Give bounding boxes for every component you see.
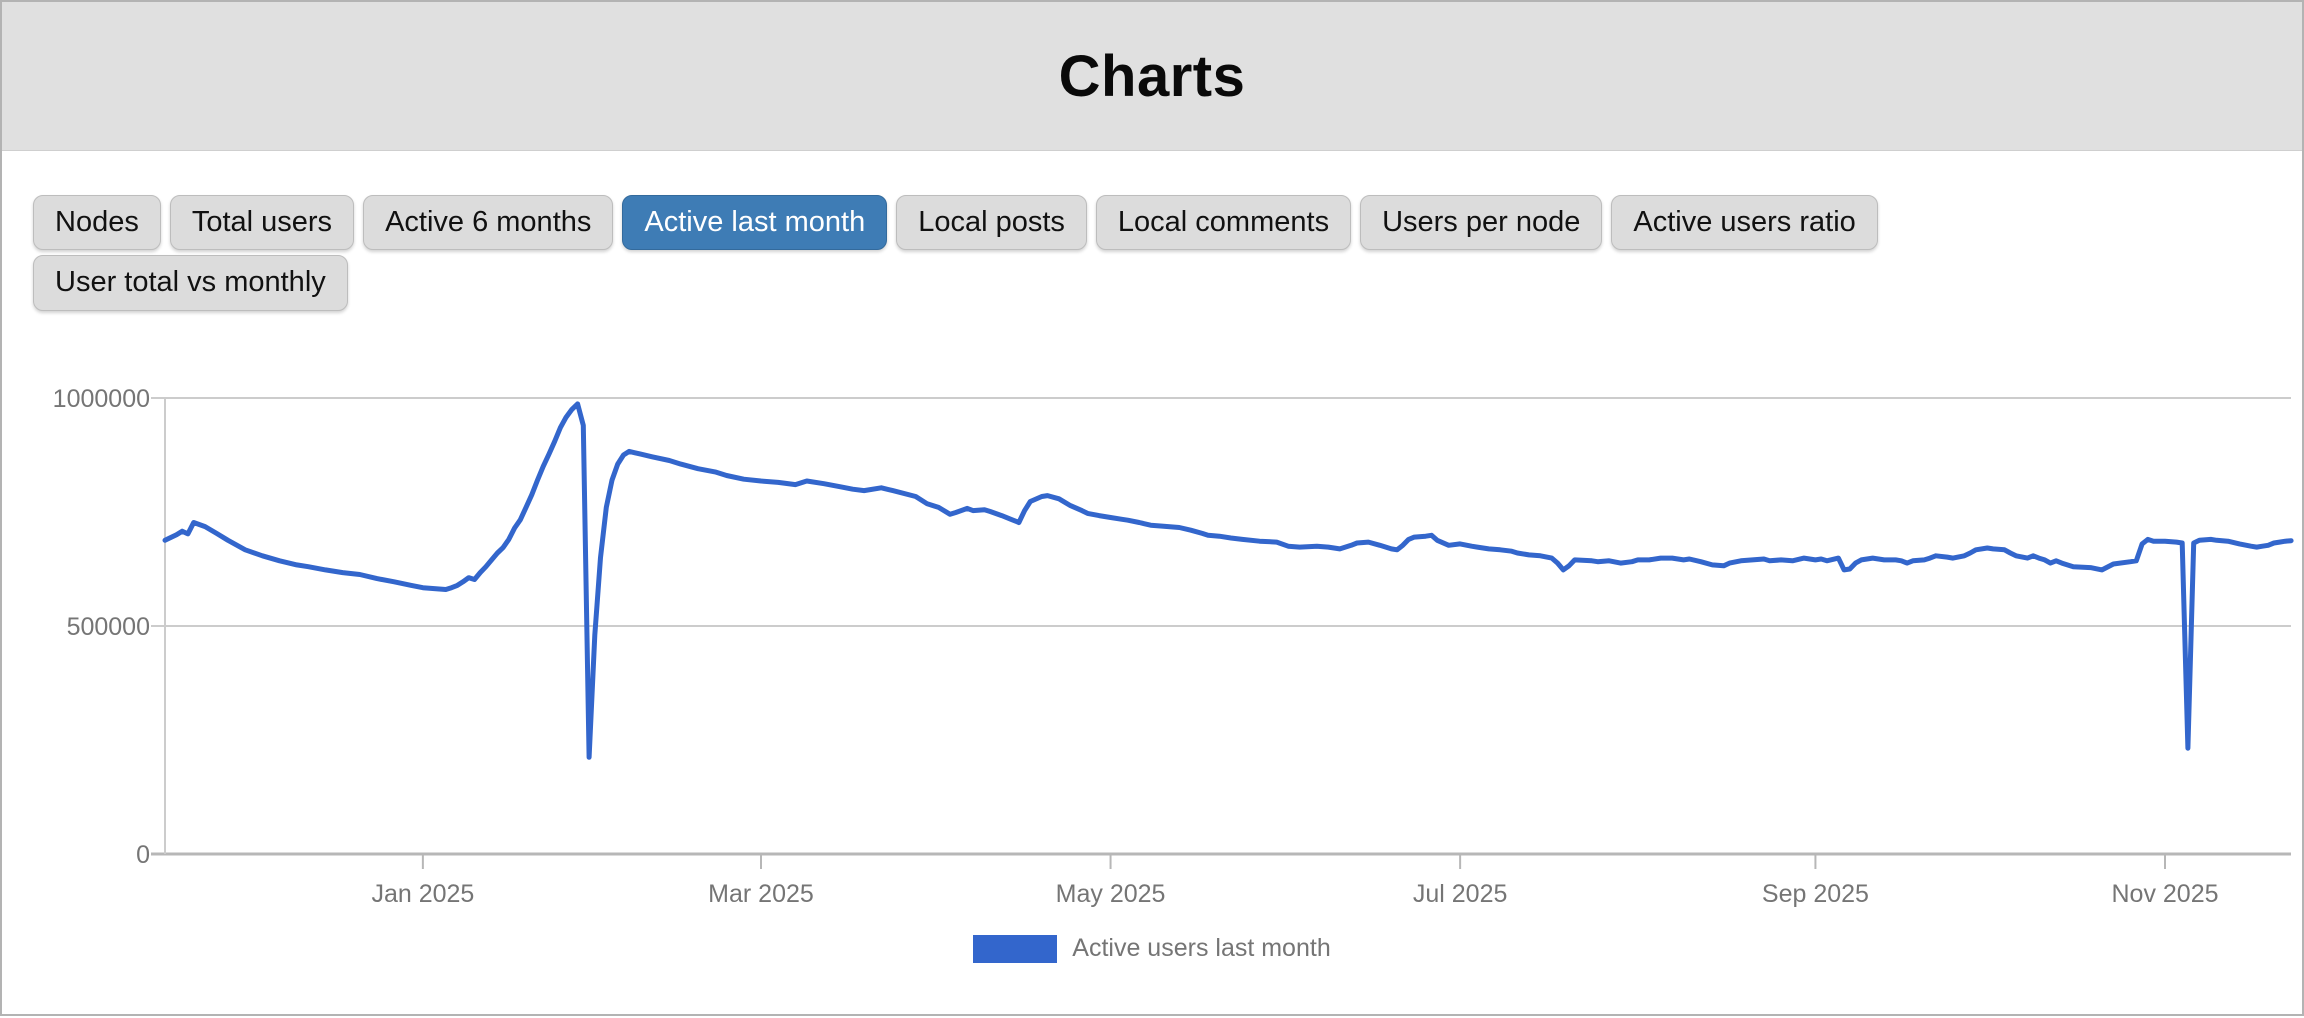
x-axis-label: Sep 2025	[1762, 880, 1869, 908]
x-axis-label: Nov 2025	[2111, 880, 2218, 908]
y-axis-label: 500000	[67, 613, 150, 641]
chart-legend: Active users last month	[2, 934, 2302, 963]
tab-active-6-months[interactable]: Active 6 months	[363, 195, 613, 250]
tab-user-total-vs-monthly[interactable]: User total vs monthly	[33, 255, 348, 310]
y-axis-label: 0	[136, 841, 150, 869]
tab-active-users-ratio[interactable]: Active users ratio	[1611, 195, 1877, 250]
page-header: Charts	[2, 2, 2302, 151]
page-title: Charts	[1059, 43, 1246, 110]
tab-local-posts[interactable]: Local posts	[896, 195, 1087, 250]
legend-swatch	[973, 935, 1057, 963]
tab-local-comments[interactable]: Local comments	[1096, 195, 1351, 250]
page-root: { "header": { "title": "Charts" }, "tabs…	[0, 0, 2304, 1016]
x-axis-label: Mar 2025	[708, 880, 814, 908]
y-axis-label: 1000000	[53, 385, 150, 413]
chart-tabs: NodesTotal usersActive 6 monthsActive la…	[2, 151, 2153, 311]
x-axis-label: Jul 2025	[1413, 880, 1508, 908]
tab-nodes[interactable]: Nodes	[33, 195, 161, 250]
tab-users-per-node[interactable]: Users per node	[1360, 195, 1602, 250]
active-users-line	[165, 404, 2291, 757]
tab-total-users[interactable]: Total users	[170, 195, 354, 250]
x-axis-label: May 2025	[1056, 880, 1166, 908]
tab-active-last-month[interactable]: Active last month	[622, 195, 887, 250]
x-axis-label: Jan 2025	[371, 880, 474, 908]
legend-label: Active users last month	[1072, 934, 1330, 963]
